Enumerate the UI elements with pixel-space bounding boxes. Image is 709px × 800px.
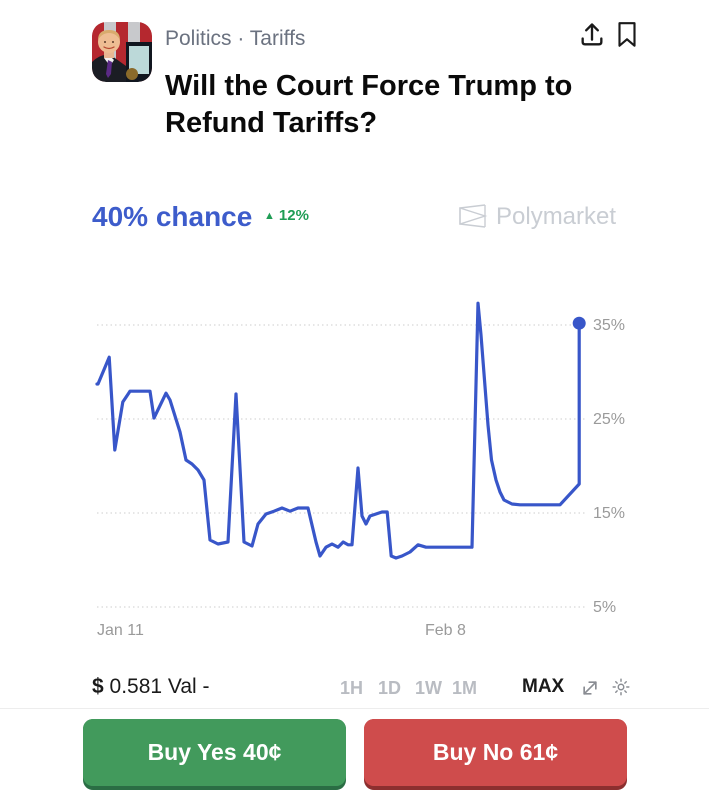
svg-text:35%: 35% [593,317,625,334]
svg-text:Jan 11: Jan 11 [97,622,144,639]
svg-text:5%: 5% [593,599,616,616]
svg-text:25%: 25% [593,411,625,428]
svg-text:Feb 8: Feb 8 [425,622,466,639]
svg-text:15%: 15% [593,505,625,522]
